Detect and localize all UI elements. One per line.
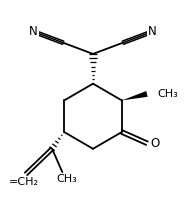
Text: CH₃: CH₃ — [57, 174, 77, 184]
Text: N: N — [148, 25, 157, 38]
Text: =CH₂: =CH₂ — [9, 177, 39, 187]
Polygon shape — [122, 91, 148, 100]
Text: O: O — [151, 137, 160, 150]
Text: CH₃: CH₃ — [157, 89, 178, 99]
Text: N: N — [29, 25, 38, 38]
